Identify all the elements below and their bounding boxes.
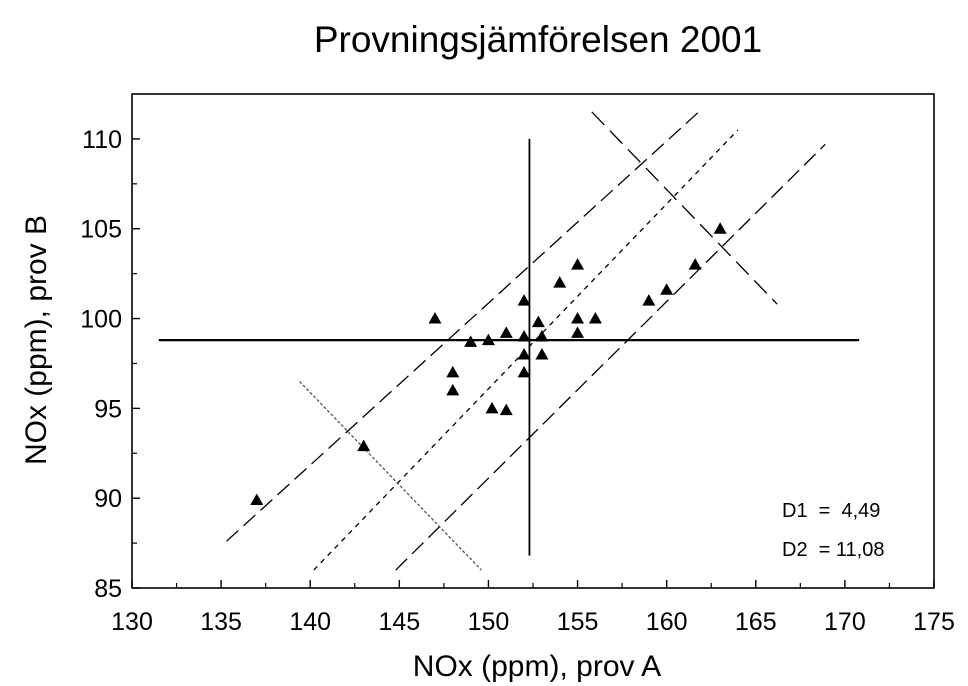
y-axis-label: NOx (ppm), prov B bbox=[20, 215, 53, 465]
data-point-triangle bbox=[571, 326, 585, 338]
upper-diagonal-line bbox=[226, 111, 700, 542]
data-point-triangle bbox=[517, 330, 531, 342]
y-tick-label: 110 bbox=[82, 126, 122, 154]
data-point-triangle bbox=[517, 365, 531, 378]
x-tick-label: 160 bbox=[646, 608, 688, 636]
data-point-triangle bbox=[571, 312, 585, 324]
data-point-triangle bbox=[688, 258, 702, 270]
data-point-triangle bbox=[464, 335, 478, 347]
data-point-triangle bbox=[531, 315, 545, 328]
data-point-triangle bbox=[535, 330, 549, 342]
y-tick-label: 105 bbox=[80, 216, 122, 244]
y-tick-label: 90 bbox=[94, 485, 122, 513]
data-point-triangle bbox=[642, 294, 656, 306]
y-tick-label: 95 bbox=[94, 395, 122, 423]
annotation-d1: D1 = 4,49 bbox=[782, 500, 880, 522]
annotation-d2: D2 = 11,08 bbox=[782, 539, 884, 561]
x-tick-label: 175 bbox=[913, 608, 955, 636]
x-tick-label: 140 bbox=[289, 608, 331, 636]
data-points bbox=[250, 222, 727, 505]
data-point-triangle bbox=[517, 294, 531, 306]
data-point-triangle bbox=[660, 283, 674, 295]
y-tick-label: 100 bbox=[80, 306, 122, 334]
data-point-triangle bbox=[446, 383, 460, 396]
x-tick-label: 135 bbox=[200, 608, 242, 636]
data-point-triangle bbox=[485, 401, 499, 414]
data-point-triangle bbox=[713, 222, 727, 234]
chart-title: Provningsjämförelsen 2001 bbox=[314, 19, 762, 60]
data-point-triangle bbox=[428, 312, 442, 324]
data-point-triangle bbox=[357, 439, 371, 452]
x-tick-label: 150 bbox=[468, 608, 510, 636]
data-point-triangle bbox=[446, 365, 460, 378]
data-point-triangle bbox=[588, 312, 602, 324]
upper-perpendicular-line bbox=[591, 111, 778, 305]
center-diagonal-line bbox=[313, 129, 739, 571]
x-tick-label: 155 bbox=[557, 608, 599, 636]
data-point-triangle bbox=[535, 347, 549, 360]
data-point-triangle bbox=[517, 347, 531, 360]
x-tick-label: 170 bbox=[824, 608, 866, 636]
data-point-triangle bbox=[571, 258, 585, 270]
x-tick-label: 145 bbox=[378, 608, 420, 636]
x-tick-label: 165 bbox=[735, 608, 777, 636]
x-tick-label: 130 bbox=[111, 608, 153, 636]
data-point-triangle bbox=[481, 333, 495, 346]
data-point-triangle bbox=[499, 326, 513, 338]
x-axis-label: NOx (ppm), prov A bbox=[413, 650, 661, 683]
data-point-triangle bbox=[499, 403, 513, 416]
data-point-triangle bbox=[250, 493, 264, 505]
axis-ticks: 130 135 140 145 150 155 160 165 170 175 85 90 95 100 1… bbox=[80, 126, 955, 636]
reference-lines bbox=[158, 111, 860, 571]
lower-perpendicular-line bbox=[299, 380, 482, 571]
y-tick-label: 85 bbox=[94, 575, 122, 603]
lower-diagonal-line bbox=[395, 143, 826, 571]
data-point-triangle bbox=[553, 276, 567, 288]
